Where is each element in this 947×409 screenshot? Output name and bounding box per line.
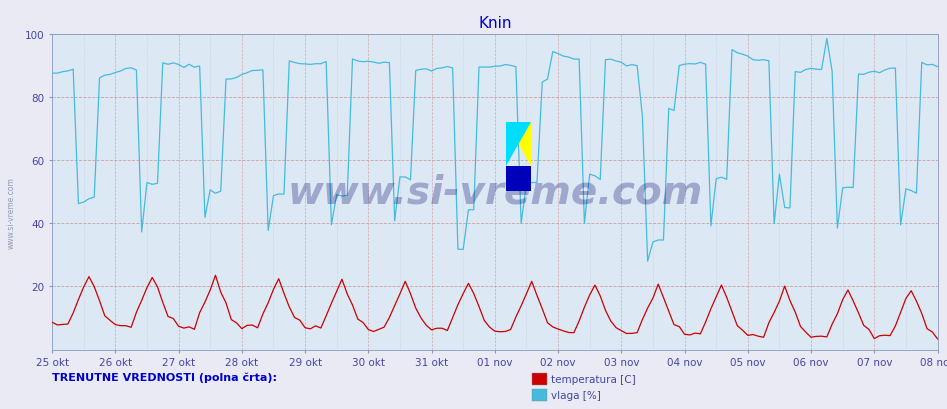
Text: temperatura [C]: temperatura [C]: [551, 375, 635, 384]
Text: www.si-vreme.com: www.si-vreme.com: [287, 173, 703, 211]
Text: www.si-vreme.com: www.si-vreme.com: [7, 177, 16, 249]
Title: Knin: Knin: [478, 16, 511, 31]
Polygon shape: [507, 123, 531, 167]
Text: vlaga [%]: vlaga [%]: [551, 391, 601, 400]
Text: TRENUTNE VREDNOSTI (polna črta):: TRENUTNE VREDNOSTI (polna črta):: [52, 372, 277, 382]
Polygon shape: [507, 167, 531, 191]
Polygon shape: [507, 123, 531, 167]
